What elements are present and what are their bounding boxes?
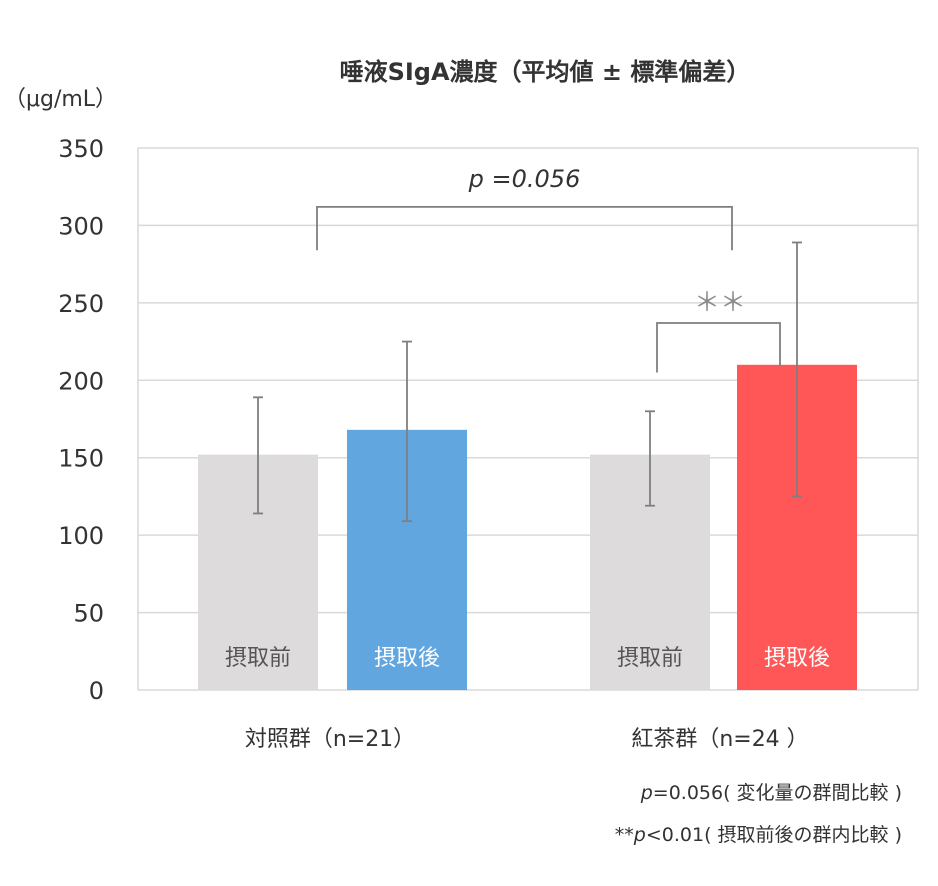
- x-category-label-0: 対照群（n=21）: [245, 727, 415, 752]
- error-bars: [253, 241, 802, 523]
- bracket-within-group: [656, 322, 781, 373]
- note-between-groups-text: =0.056( 変化量の群間比較 ): [652, 782, 902, 804]
- labels: 0 50 100 150 200 250 300 350 唾液SIgA濃度（平均値 ± 標準偏差…: [4, 58, 830, 752]
- bar-label-1-0: 摂取前: [617, 646, 683, 671]
- bar-label-1-1: 摂取後: [764, 646, 830, 671]
- y-tick-label-0: 0: [89, 677, 104, 705]
- chart-title: 唾液SIgA濃度（平均値 ± 標準偏差）: [340, 58, 751, 86]
- y-axis-label: （μg/mL）: [4, 87, 117, 112]
- bar-label-0-1: 摂取後: [374, 646, 440, 671]
- annotation-between-groups: p =0.056: [468, 165, 581, 193]
- plot-area-border: [137, 147, 919, 691]
- y-tick-label-300: 300: [58, 212, 104, 240]
- bars: [198, 364, 857, 690]
- note-p-italic: p: [640, 782, 653, 804]
- note-between-groups: p=0.056( 変化量の群間比較 ): [641, 778, 902, 805]
- note-within-group-text: <0.01( 摂取前後の群内比較 ): [645, 824, 902, 846]
- y-tick-label-100: 100: [58, 522, 104, 550]
- y-tick-label-150: 150: [58, 445, 104, 473]
- note-p-italic-2: p: [633, 824, 646, 846]
- y-tick-label-200: 200: [58, 367, 104, 395]
- bar-label-0-0: 摂取前: [225, 646, 291, 671]
- note-stars: **: [614, 824, 634, 846]
- x-category-label-1: 紅茶群（n=24 ）: [631, 727, 808, 752]
- annotation-within-group: ＊＊: [694, 288, 746, 318]
- significance-annotations: p =0.056 ＊＊: [316, 165, 781, 373]
- y-tick-label-250: 250: [58, 290, 104, 318]
- y-tick-label-50: 50: [73, 600, 104, 628]
- bracket-between-groups: [316, 205, 733, 251]
- y-tick-label-350: 350: [58, 135, 104, 163]
- note-within-group: **p<0.01( 摂取前後の群内比較 ): [615, 820, 902, 847]
